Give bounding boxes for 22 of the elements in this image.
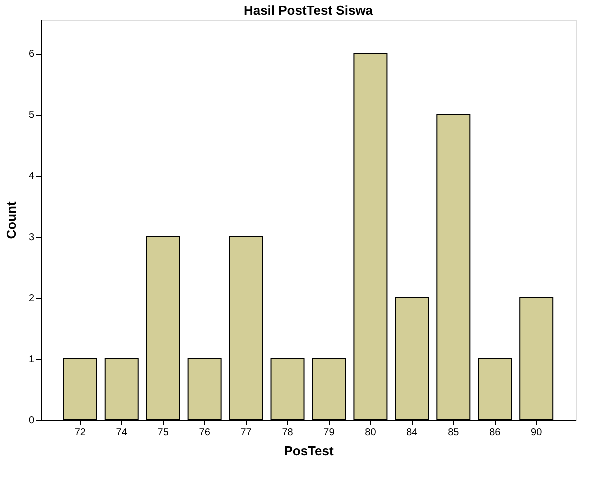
x-tick-label: 78 bbox=[282, 428, 294, 438]
x-tick-label: 77 bbox=[240, 428, 252, 438]
y-tick-label: 0 bbox=[28, 416, 35, 426]
x-tick-label: 75 bbox=[158, 428, 170, 438]
chart-title: Hasil PostTest Siswa bbox=[244, 3, 374, 18]
y-tick-label: 2 bbox=[28, 293, 35, 304]
y-tick-label: 5 bbox=[28, 110, 35, 122]
y-tick-label: 4 bbox=[28, 171, 35, 182]
x-tick-label: 85 bbox=[448, 428, 460, 438]
x-tick-label: 90 bbox=[531, 428, 543, 438]
x-tick-label: 72 bbox=[74, 428, 86, 438]
x-tick-label: 86 bbox=[490, 428, 502, 438]
y-tick-label: 6 bbox=[28, 49, 35, 60]
x-tick-label: 79 bbox=[324, 428, 336, 438]
x-tick-label: 76 bbox=[199, 428, 211, 438]
x-axis-title: PosTest bbox=[284, 444, 334, 458]
x-tick-label: 84 bbox=[406, 428, 418, 438]
y-tick-label: 1 bbox=[28, 354, 35, 366]
x-tick-label: 74 bbox=[116, 428, 128, 438]
y-tick-label: 3 bbox=[28, 232, 35, 244]
y-axis-title: Count bbox=[4, 201, 19, 240]
x-tick-label: 80 bbox=[365, 428, 377, 438]
